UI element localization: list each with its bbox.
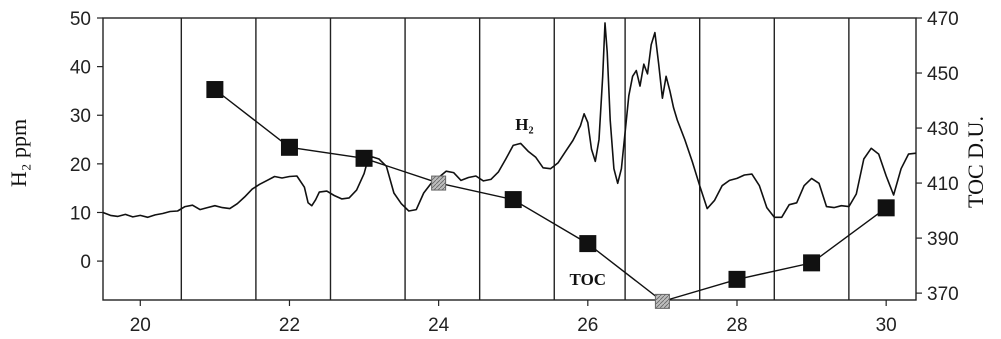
- y-tick-label: 0: [80, 252, 91, 273]
- y2-tick-label: 450: [927, 64, 959, 85]
- x-tick-label: 20: [130, 315, 151, 336]
- y-tick-label: 30: [70, 106, 91, 127]
- h-line: [102, 22, 917, 219]
- plot-border: [102, 17, 917, 301]
- toc-marker: [206, 81, 224, 99]
- y2-tick-label: 470: [927, 9, 959, 30]
- axis-ticks-layer: 20 22 24 26 28 30 0 10 20 30 40 50 370 390 410 430 450 47…: [70, 9, 959, 336]
- text-layer: H₂ ppm TOC D.U.: [6, 116, 988, 208]
- y-tick-label: 10: [70, 203, 91, 224]
- y-tick-label: 40: [70, 58, 91, 79]
- h-series-label: H₂: [515, 115, 533, 134]
- toc-line: [214, 88, 887, 303]
- toc-marker: [579, 235, 597, 253]
- y2-tick-label: 390: [927, 229, 959, 250]
- toc-marker: [355, 149, 373, 167]
- x-tick-label: 22: [279, 315, 300, 336]
- left-axis-title: H₂ ppm: [6, 119, 31, 187]
- y2-tick-label: 370: [927, 284, 959, 305]
- y-tick-label: 50: [70, 9, 91, 30]
- toc-marker: [431, 175, 447, 191]
- grid-layer: [180, 18, 850, 300]
- plot-frame: [102, 17, 917, 301]
- x-tick-label: 26: [577, 315, 598, 336]
- series-layer: H₂ TOC: [102, 22, 917, 309]
- toc-marker: [877, 199, 895, 217]
- right-axis-title: TOC D.U.: [963, 116, 988, 208]
- y2-tick-label: 430: [927, 119, 959, 140]
- toc-marker: [803, 254, 821, 272]
- toc-marker: [504, 191, 522, 209]
- toc-marker: [654, 293, 670, 309]
- x-tick-label: 30: [876, 315, 897, 336]
- toc-marker: [728, 270, 746, 288]
- y-tick-label: 20: [70, 155, 91, 176]
- y2-tick-label: 410: [927, 174, 959, 195]
- toc-series-label: TOC: [570, 270, 607, 289]
- toc-marker: [280, 138, 298, 156]
- x-tick-label: 24: [428, 315, 450, 336]
- x-tick-label: 28: [726, 315, 747, 336]
